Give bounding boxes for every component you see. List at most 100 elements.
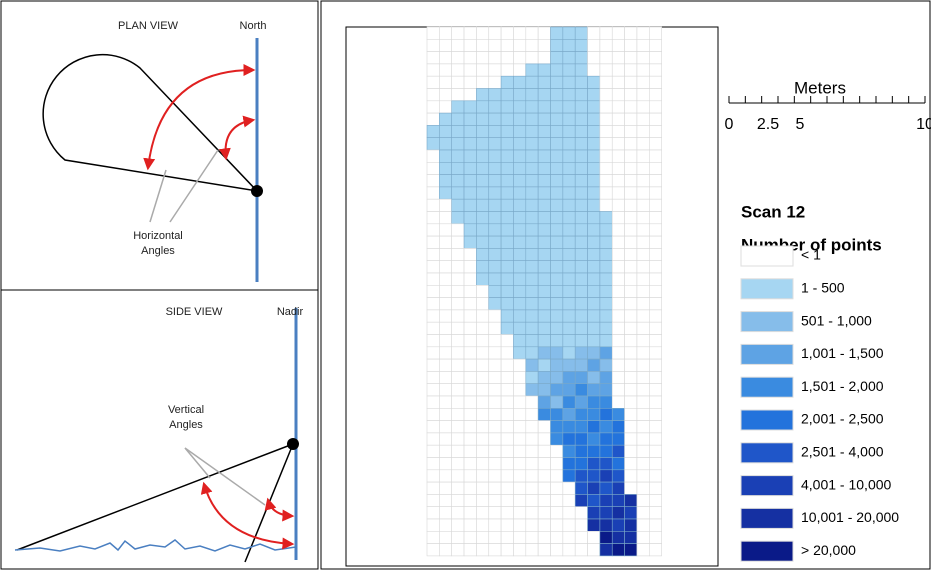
grid-cell [513, 162, 527, 175]
grid-cell [439, 309, 453, 323]
grid-cell [513, 506, 527, 520]
side-title: SIDE VIEW [166, 306, 223, 318]
grid-cell [426, 407, 440, 421]
grid-cell [562, 125, 576, 139]
grid-cell [599, 75, 613, 89]
grid-cell [587, 334, 601, 348]
grid-cell [488, 100, 502, 114]
grid-cell [574, 63, 588, 77]
grid-cell [513, 223, 527, 237]
grid-cell [439, 371, 453, 384]
grid-cell [488, 272, 502, 286]
grid-cell [648, 481, 662, 495]
grid-cell [574, 284, 588, 298]
grid-cell [648, 248, 662, 261]
grid-cell [451, 75, 465, 89]
grid-cell [513, 125, 527, 139]
grid-cell [476, 530, 490, 544]
grid-cell [611, 432, 625, 446]
grid-cell [648, 137, 662, 151]
grid-cell [451, 346, 465, 360]
plan-reference: North [240, 20, 267, 32]
grid-cell [476, 125, 490, 139]
side-panel [0, 289, 319, 570]
grid-cell [550, 162, 564, 175]
grid-cell [426, 469, 440, 483]
grid-cell [550, 395, 564, 409]
grid-cell [439, 518, 453, 532]
grid-cell [611, 38, 625, 52]
grid-cell [439, 63, 453, 77]
grid-cell [587, 457, 601, 471]
grid-cell [550, 125, 564, 139]
grid-cell [550, 457, 564, 471]
grid-cell [451, 38, 465, 52]
grid-cell [537, 38, 551, 52]
grid-cell [550, 174, 564, 188]
grid-cell [439, 530, 453, 544]
grid-cell [574, 235, 588, 249]
grid-cell [587, 543, 601, 557]
grid-cell [550, 198, 564, 212]
grid-cell [648, 75, 662, 89]
grid-cell [451, 420, 465, 434]
grid-cell [550, 38, 564, 52]
grid-cell [550, 407, 564, 421]
grid-cell [513, 530, 527, 544]
grid-cell [562, 149, 576, 163]
grid-cell [426, 395, 440, 409]
grid-cell [500, 494, 514, 507]
grid-cell [599, 137, 613, 151]
grid-cell [599, 358, 613, 372]
scale-label: 2.5 [757, 116, 779, 133]
grid-cell [513, 297, 527, 311]
grid-cell [648, 63, 662, 77]
grid-cell [463, 198, 477, 212]
grid-cell [451, 284, 465, 298]
grid-cell [426, 125, 440, 139]
grid-cell [624, 506, 638, 520]
grid-cell [611, 346, 625, 360]
grid-cell [587, 198, 601, 212]
grid-cell [500, 198, 514, 212]
grid-cell [599, 444, 613, 458]
grid-cell [599, 125, 613, 139]
grid-cell [648, 432, 662, 446]
grid-cell [550, 51, 564, 65]
grid-cell [636, 125, 650, 139]
grid-cell [500, 88, 514, 102]
grid-cell [611, 174, 625, 188]
grid-cell [648, 395, 662, 409]
grid-cell [636, 321, 650, 335]
grid-cell [648, 174, 662, 188]
grid-cell [500, 518, 514, 532]
grid-cell [587, 358, 601, 372]
grid-cell [451, 162, 465, 175]
grid-cell [611, 248, 625, 261]
grid-cell [488, 444, 502, 458]
grid-cell [525, 321, 539, 335]
grid-cell [426, 235, 440, 249]
grid-cell [439, 395, 453, 409]
grid-cell [513, 63, 527, 77]
grid-cell [550, 211, 564, 225]
grid-cell [648, 235, 662, 249]
grid-cell [500, 38, 514, 52]
grid-cell [624, 51, 638, 65]
grid-cell [587, 395, 601, 409]
grid-cell [426, 444, 440, 458]
grid-cell [488, 469, 502, 483]
grid-cell [599, 407, 613, 421]
grid-cell [624, 420, 638, 434]
grid-cell [463, 334, 477, 348]
grid-cell [550, 506, 564, 520]
grid-cell [500, 383, 514, 397]
grid-cell [624, 383, 638, 397]
grid-cell [500, 420, 514, 434]
grid-cell [537, 186, 551, 200]
grid-cell [439, 149, 453, 163]
grid-cell [648, 284, 662, 298]
grid-cell [550, 543, 564, 557]
grid-cell [574, 260, 588, 274]
grid-cell [513, 88, 527, 102]
